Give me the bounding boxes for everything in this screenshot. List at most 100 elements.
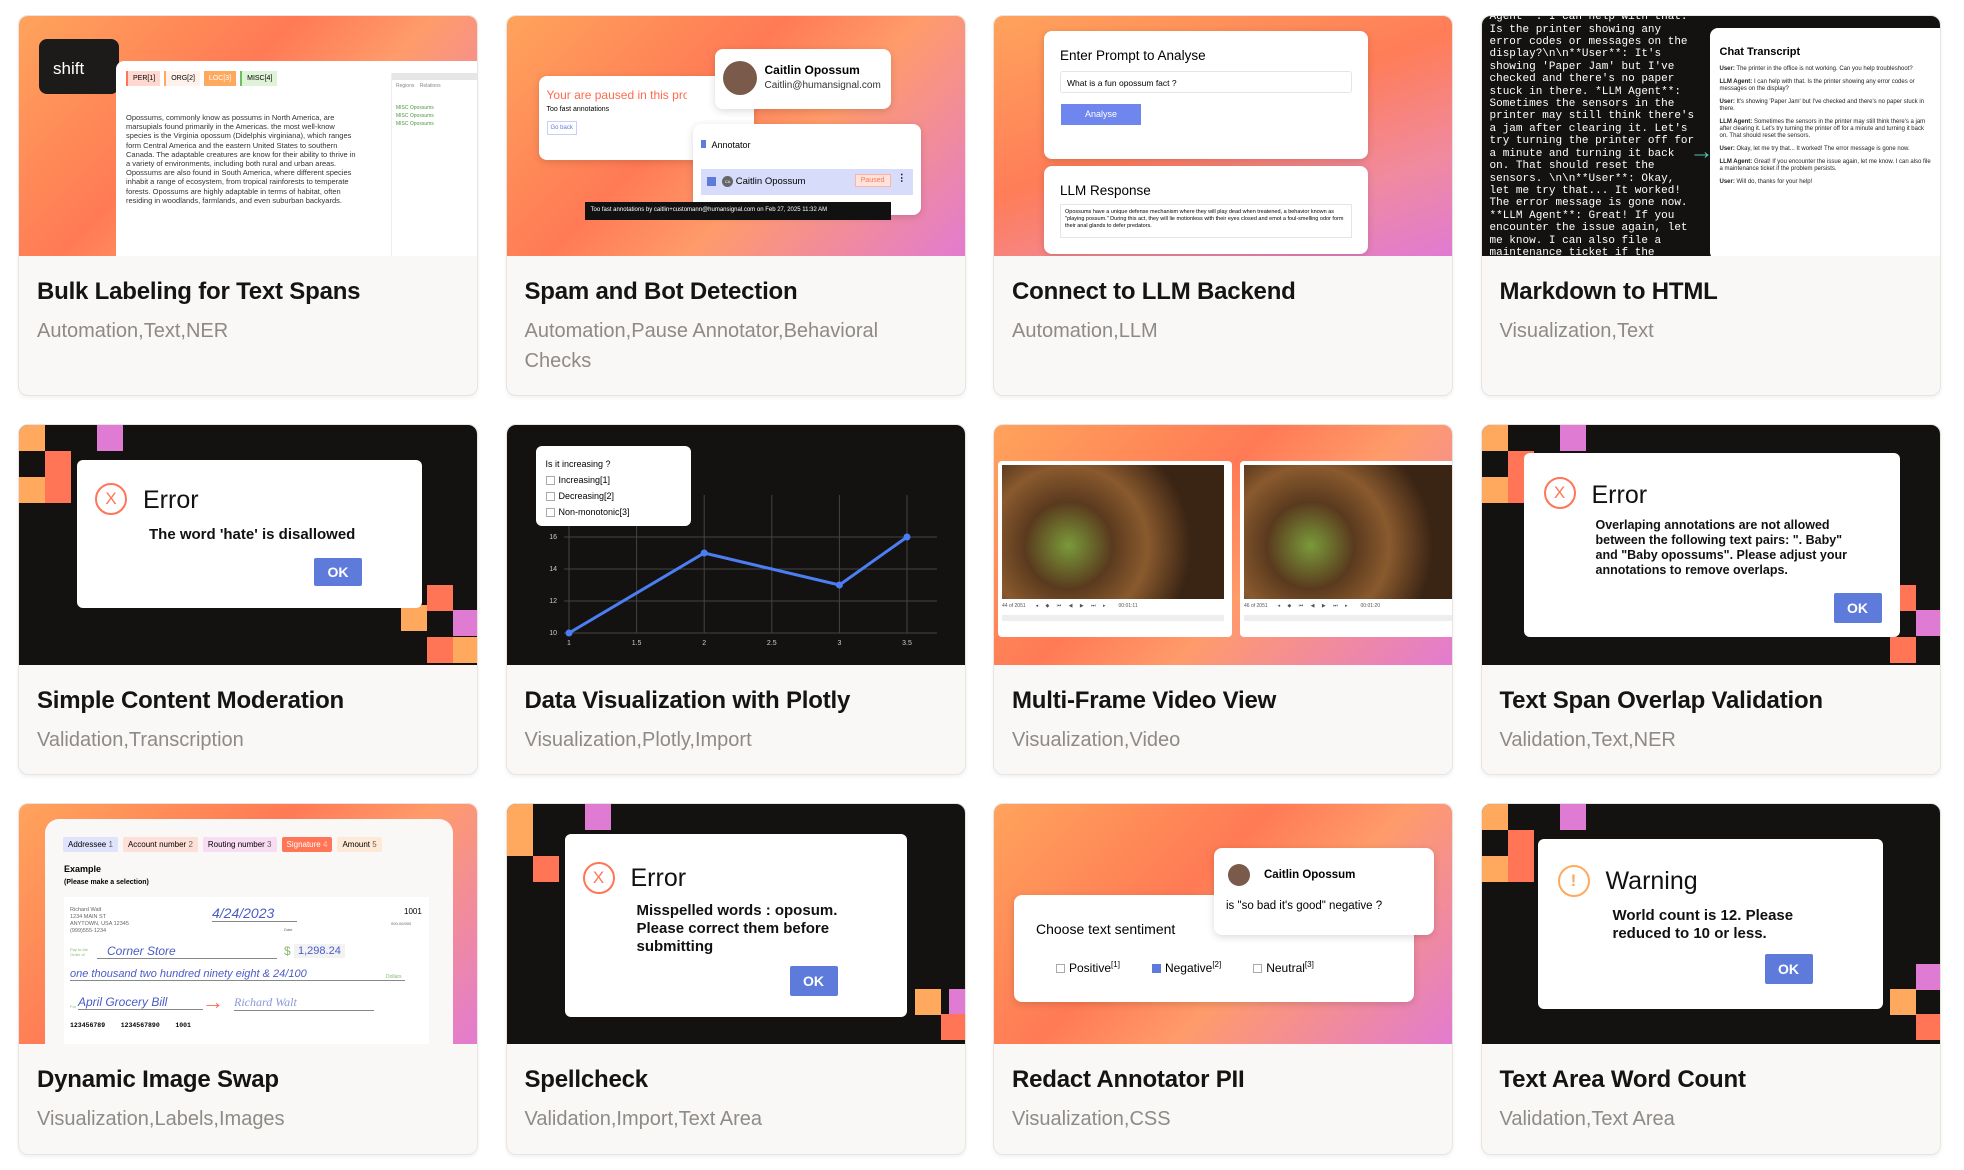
timeline-slider[interactable] [1002,615,1224,621]
template-card-image-swap[interactable]: Addressee 1 Account number 2 Routing numbe… [18,803,478,1155]
analyse-button[interactable]: Analyse [1061,104,1141,125]
label-per[interactable]: PER[1] [126,71,161,86]
choice-option[interactable]: Decreasing[2] [545,488,681,504]
card-title[interactable]: Bulk Labeling for Text Spans [37,278,361,305]
paused-reason: Too fast annotations [546,106,610,113]
choice-option[interactable]: Non-monotonic[3] [545,504,681,520]
annotator-row[interactable]: CA Caitlin Opossum Paused ⋮ [700,169,913,195]
checkbox[interactable] [1056,964,1065,974]
video-frame-panel[interactable]: 46 of 2051 ◂ ◆ ⏮ ◀ ▶ ⏭ ▸ 00:01:20 [1240,461,1452,637]
check-image[interactable]: Richard Walt 1234 MAIN ST ANYTOWN, USA 123… [64,897,429,1044]
annotator-list: Annotator CA Caitlin Opossum Paused ⋮ [692,124,921,215]
template-card-overlap-validation[interactable]: X Error Overlaping annotations are not a… [1480,424,1941,775]
choice-option[interactable]: Increasing[1] [545,472,681,488]
annotated-text[interactable]: Opossums, commonly know as possums in No… [126,113,356,205]
ok-button[interactable]: OK [1833,593,1882,623]
region-item[interactable]: MISC Opossums [396,105,434,111]
card-title[interactable]: Spam and Bot Detection [524,278,798,305]
chat-message: User: Okay, let me try that... It worked… [1720,146,1932,153]
sentiment-option[interactable]: Negative[2] [1151,960,1221,975]
tab-relations[interactable]: Relations [419,83,441,89]
template-card-spam-bot[interactable]: Your are paused in this proje Too fast a… [505,15,966,396]
card-tags: Visualization,Video [1012,729,1181,751]
template-card-markdown-html[interactable]: **User**: The printer in the office is n… [1480,15,1941,396]
card-title[interactable]: Markdown to HTML [1499,278,1718,305]
playback-buttons[interactable]: ◂ ◆ ⏮ ◀ ▶ ⏭ ▸ [1035,603,1109,609]
card-title[interactable]: Dynamic Image Swap [37,1066,279,1093]
message: It's showing 'Paper Jam' but I've checke… [1719,99,1925,112]
label-chip[interactable]: Addressee 1 [63,837,118,852]
ok-button[interactable]: OK [789,966,838,996]
label-chip[interactable]: Account number 2 [122,837,198,852]
micr-line: 123456789 1234567890 1001 [70,1022,191,1029]
label-misc[interactable]: MISC[4] [240,71,278,86]
speaker: User: [1719,99,1735,105]
ok-button[interactable]: OK [314,558,362,586]
shift-key: shift [39,39,119,94]
thumbnail: X Error The word 'hate' is disallowed OK [19,425,477,665]
speaker: User: [1719,179,1735,185]
ok-button[interactable]: OK [1764,954,1813,984]
checkbox[interactable] [1151,964,1161,974]
go-back-button[interactable]: Go back [546,121,577,135]
sentiment-option[interactable]: Positive[1] [1056,960,1120,975]
template-card-bulk-labeling[interactable]: shift PER[1] ORG[2] LOC[3] MISC[4] Oposs… [18,15,478,396]
message: Okay, let me try that... It worked! The … [1736,146,1910,152]
tooltip: Too fast annotations by caitlin+customan… [584,202,891,220]
playback-buttons[interactable]: ◂ ◆ ⏮ ◀ ▶ ⏭ ▸ [1277,603,1351,609]
dialog-message: The word 'hate' is disallowed [149,526,356,543]
label-chip[interactable]: Amount 5 [337,837,382,852]
choices-panel: Is it increasing ? Increasing[1] Decreas… [535,446,691,526]
video-image[interactable] [1002,465,1224,599]
label-chip[interactable]: Signature 4 [281,837,333,852]
dialog-message: Overlaping annotations are not allowed b… [1595,518,1848,577]
card-title[interactable]: Text Span Overlap Validation [1499,687,1824,714]
video-frame-panel[interactable]: 44 of 2051 ◂ ◆ ⏮ ◀ ▶ ⏭ ▸ 00:01:11 [998,461,1232,637]
card-title[interactable]: Data Visualization with Plotly [524,687,851,714]
label-loc[interactable]: LOC[3] [203,71,237,86]
template-card-plotly[interactable]: 1 1.5 2 2.5 3 3.5 10 12 14 16 Is it increasing ? … [505,424,966,775]
timeline-slider[interactable] [1244,615,1452,621]
template-card-multi-frame-video[interactable]: 44 of 2051 ◂ ◆ ⏮ ◀ ▶ ⏭ ▸ 00:01:11 46 of 205… [993,424,1453,775]
thumbnail: Enter Prompt to Analyse What is a fun op… [994,16,1452,256]
response-title: LLM Response [1060,183,1151,198]
comment-text: is "so bad it's good" negative ? [1226,900,1383,912]
thumbnail: X Error Misspelled words : oposum. Pleas… [506,804,965,1044]
error-dialog: X Error The word 'hate' is disallowed OK [77,460,422,608]
more-icon[interactable]: ⋮ [897,173,907,184]
dollars-label: Dollars [386,974,402,980]
region-item[interactable]: MISC Opossums [396,113,434,119]
checkbox[interactable] [706,177,716,186]
error-icon: X [582,862,615,894]
card-title[interactable]: Connect to LLM Backend [1012,278,1296,305]
template-card-spellcheck[interactable]: X Error Misspelled words : oposum. Pleas… [505,803,966,1155]
region-item[interactable]: MISC Opossums [396,121,434,127]
template-card-redact-pii[interactable]: Choose text sentiment Positive[1] Negativ… [993,803,1453,1155]
template-card-content-moderation[interactable]: X Error The word 'hate' is disallowed OK… [18,424,478,775]
paused-message: Your are paused in this proje [546,88,687,102]
user-card: Caitlin Opossum Caitlin@humansignal.com [714,49,891,109]
hint: (Please make a selection) [64,879,149,886]
thumbnail: X Error Overlaping annotations are not a… [1481,425,1940,665]
prompt-input[interactable]: What is a fun opossum fact ? [1060,71,1352,93]
card-tags: Validation,Text Area [1499,1108,1675,1130]
card-title[interactable]: Multi-Frame Video View [1012,687,1277,714]
template-card-llm-backend[interactable]: Enter Prompt to Analyse What is a fun op… [993,15,1453,396]
label-chip[interactable]: Routing number 3 [202,837,277,852]
tab-regions[interactable]: Regions [396,83,415,89]
thumbnail: Choose text sentiment Positive[1] Negativ… [994,804,1452,1044]
card-title[interactable]: Redact Annotator PII [1012,1066,1245,1093]
card-title[interactable]: Simple Content Moderation [37,687,345,714]
chat-message: LLM Agent: Sometimes the sensors in the … [1720,119,1932,140]
template-card-word-count[interactable]: ! Warning World count is 12. Please redu… [1480,803,1941,1155]
video-image[interactable] [1244,465,1452,599]
checkbox[interactable] [1253,964,1263,974]
warning-icon: ! [1557,865,1590,897]
card-title[interactable]: Text Area Word Count [1499,1066,1746,1093]
chat-message: User: Will do, thanks for your help! [1720,179,1932,186]
video-controls: 46 of 2051 ◂ ◆ ⏮ ◀ ▶ ⏭ ▸ 00:01:20 [1244,603,1380,609]
dialog-heading: Error [630,864,687,892]
sentiment-option[interactable]: Neutral[3] [1253,960,1314,975]
card-title[interactable]: Spellcheck [524,1066,649,1093]
label-org[interactable]: ORG[2] [164,71,200,86]
